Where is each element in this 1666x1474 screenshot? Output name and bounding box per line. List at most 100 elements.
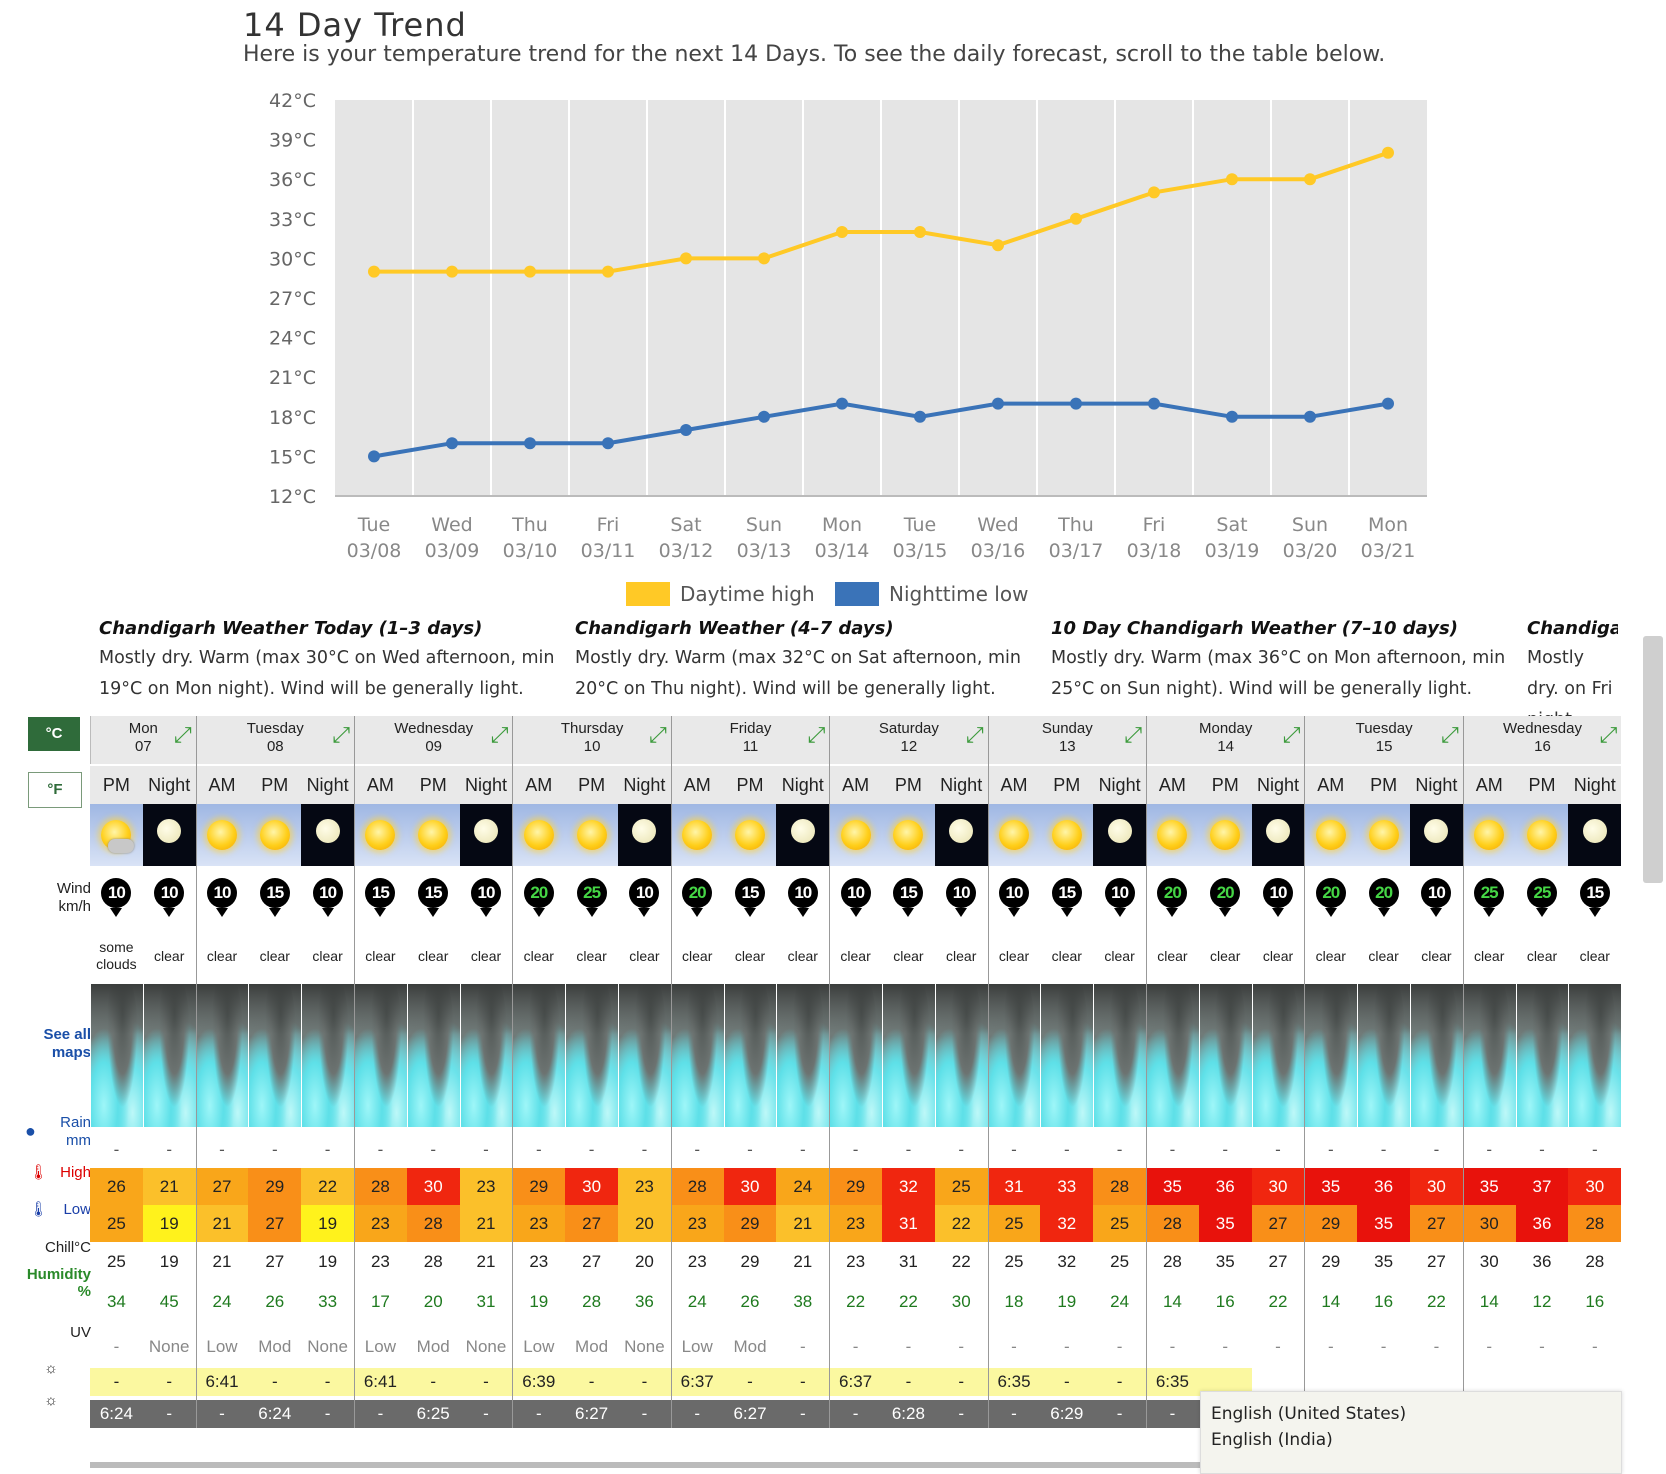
uv-value: - <box>90 1328 143 1365</box>
uv-value: - <box>1252 1328 1305 1365</box>
weather-map-thumbnail[interactable] <box>196 984 249 1127</box>
weather-map-thumbnail[interactable] <box>935 984 988 1127</box>
weather-map-thumbnail[interactable] <box>1568 984 1621 1127</box>
weather-map-thumbnail[interactable] <box>1252 984 1305 1127</box>
sun-icon <box>1474 820 1504 850</box>
rain-value: - <box>1199 1131 1252 1168</box>
weather-map-thumbnail[interactable] <box>829 984 882 1127</box>
expand-icon[interactable]: ⤢ <box>1124 724 1142 746</box>
weather-map-thumbnail[interactable] <box>143 984 196 1127</box>
x-tick-day: Tue <box>357 514 390 536</box>
summary-4-7-days: Chandigarh Weather (4–7 days) Mostly dry… <box>575 618 1045 705</box>
condition-text: clear <box>1463 928 1516 984</box>
weather-map-thumbnail[interactable] <box>1516 984 1569 1127</box>
weather-map-thumbnail[interactable] <box>724 984 777 1127</box>
expand-icon[interactable]: ⤢ <box>332 724 350 746</box>
wind-speed-dial: 10 <box>1263 878 1293 908</box>
day-header[interactable]: Monday 14 ⤢ <box>1146 716 1304 764</box>
expand-icon[interactable]: ⤢ <box>1600 724 1618 746</box>
day-header[interactable]: Tuesday 08 ⤢ <box>196 716 354 764</box>
sun-icon <box>893 820 923 850</box>
language-option-en-us[interactable]: English (United States) <box>1211 1404 1406 1424</box>
uv-value: - <box>1463 1328 1516 1365</box>
weather-map-thumbnail[interactable] <box>1040 984 1093 1127</box>
see-all-maps-link[interactable]: See all maps <box>21 1026 91 1062</box>
weather-map-thumbnail[interactable] <box>1146 984 1199 1127</box>
weather-map-thumbnail[interactable] <box>1463 984 1516 1127</box>
maps-label[interactable]: maps <box>52 1044 91 1061</box>
day-separator <box>512 716 513 1428</box>
weather-map-thumbnail[interactable] <box>1357 984 1410 1127</box>
weather-map-thumbnail[interactable] <box>407 984 460 1127</box>
weather-map-thumbnail[interactable] <box>90 984 143 1127</box>
x-tick-day: Sat <box>1216 514 1247 536</box>
wind-speed-dial: 10 <box>629 878 659 908</box>
rain-value: - <box>1463 1131 1516 1168</box>
day-header[interactable]: Tuesday 15 ⤢ <box>1304 716 1462 764</box>
uv-value: - <box>776 1328 829 1365</box>
weather-map-thumbnail[interactable] <box>301 984 354 1127</box>
expand-icon[interactable]: ⤢ <box>808 724 826 746</box>
weather-map-thumbnail[interactable] <box>565 984 618 1127</box>
expand-icon[interactable]: ⤢ <box>1441 724 1459 746</box>
day-header[interactable]: Wednesday 16 ⤢ <box>1463 716 1621 764</box>
day-header[interactable]: Sunday 13 ⤢ <box>988 716 1146 764</box>
low-temp-value: 19 <box>143 1205 196 1242</box>
weather-icon-cell <box>1568 804 1621 866</box>
weather-map-thumbnail[interactable] <box>248 984 301 1127</box>
uv-value: - <box>935 1328 988 1365</box>
vertical-scrollbar[interactable] <box>1643 636 1663 883</box>
day-name: Wednesday <box>355 720 512 738</box>
summary-title: Chandigarh Weather Today (1–3 days) <box>99 618 569 639</box>
high-temp-value: 28 <box>671 1168 724 1205</box>
day-date: 14 <box>1147 738 1304 756</box>
weather-map-thumbnail[interactable] <box>1410 984 1463 1127</box>
day-header[interactable]: Mon 07 ⤢ <box>90 716 196 764</box>
day-header[interactable]: Friday 11 ⤢ <box>671 716 829 764</box>
expand-icon[interactable]: ⤢ <box>649 724 667 746</box>
rain-value: - <box>1093 1131 1146 1168</box>
weather-map-thumbnail[interactable] <box>1199 984 1252 1127</box>
weather-map-thumbnail[interactable] <box>776 984 829 1127</box>
weather-map-thumbnail[interactable] <box>460 984 513 1127</box>
sun-icon <box>365 820 395 850</box>
expand-icon[interactable]: ⤢ <box>966 724 984 746</box>
celsius-button[interactable]: °C <box>28 717 80 751</box>
wind-cell: 20 <box>1199 866 1252 928</box>
humidity-value: 33 <box>301 1283 354 1320</box>
weather-map-thumbnail[interactable] <box>882 984 935 1127</box>
day-name: Monday <box>1147 720 1304 738</box>
fahrenheit-button[interactable]: °F <box>28 772 82 808</box>
chill-value: 27 <box>248 1243 301 1280</box>
day-header[interactable]: Saturday 12 ⤢ <box>829 716 987 764</box>
chill-value: 23 <box>512 1243 565 1280</box>
wind-cell: 10 <box>935 866 988 928</box>
wind-cell: 10 <box>618 866 671 928</box>
sun-icon <box>1052 820 1082 850</box>
weather-map-thumbnail[interactable] <box>1093 984 1146 1127</box>
weather-map-thumbnail[interactable] <box>1304 984 1357 1127</box>
chill-value: 29 <box>1304 1243 1357 1280</box>
wind-speed-dial: 10 <box>841 878 871 908</box>
weather-map-thumbnail[interactable] <box>618 984 671 1127</box>
chill-value: 21 <box>196 1243 249 1280</box>
legend-label: Daytime high <box>680 582 815 606</box>
see-all-label[interactable]: See all <box>43 1026 91 1043</box>
weather-map-thumbnail[interactable] <box>988 984 1041 1127</box>
weather-map-thumbnail[interactable] <box>512 984 565 1127</box>
expand-icon[interactable]: ⤢ <box>491 724 509 746</box>
horizontal-scrollbar[interactable] <box>90 1462 1200 1468</box>
sunrise-time: 6:37 <box>671 1368 724 1396</box>
weather-icon-cell <box>1410 804 1463 866</box>
humidity-value: 30 <box>935 1283 988 1320</box>
weather-map-thumbnail[interactable] <box>354 984 407 1127</box>
weather-icon-cell <box>1146 804 1199 866</box>
uv-value: - <box>1410 1328 1463 1365</box>
language-option-en-in[interactable]: English (India) <box>1211 1430 1333 1450</box>
period-label: PM <box>724 766 777 804</box>
day-header[interactable]: Thursday 10 ⤢ <box>512 716 670 764</box>
expand-icon[interactable]: ⤢ <box>1283 724 1301 746</box>
expand-icon[interactable]: ⤢ <box>174 724 192 746</box>
day-header[interactable]: Wednesday 09 ⤢ <box>354 716 512 764</box>
weather-map-thumbnail[interactable] <box>671 984 724 1127</box>
